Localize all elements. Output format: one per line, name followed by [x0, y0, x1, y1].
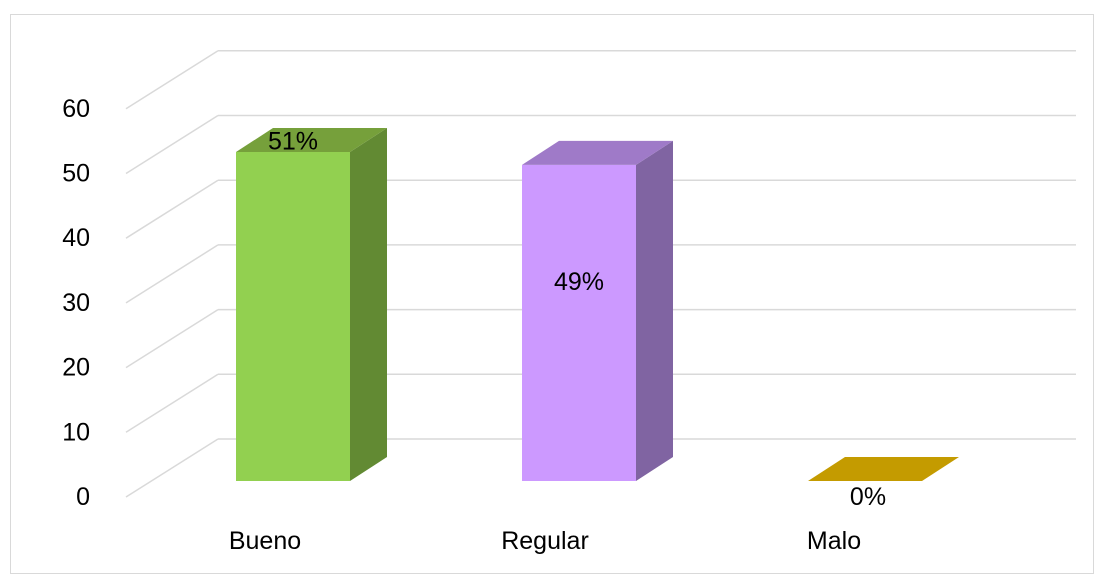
bar-side — [636, 140, 673, 481]
bar-top — [808, 457, 959, 481]
data-label: 49% — [554, 268, 604, 296]
y-tick-label: 20 — [62, 354, 90, 382]
bar-malo — [808, 457, 959, 481]
bar-front — [236, 152, 350, 481]
data-label: 0% — [850, 483, 886, 511]
y-tick-label: 50 — [62, 160, 90, 188]
bar-bueno — [236, 128, 387, 481]
bar-side — [350, 128, 387, 481]
data-labels: 51% 49% 0% — [268, 127, 886, 511]
bar-front — [522, 164, 636, 481]
bar-top — [236, 128, 387, 152]
bar-top — [522, 140, 673, 165]
gridline-side — [125, 50, 219, 110]
y-axis-ticks: 0 10 20 30 40 50 60 — [62, 95, 90, 511]
y-tick-label: 30 — [62, 289, 90, 317]
data-label: 51% — [268, 127, 318, 155]
bar-regular — [522, 140, 673, 481]
gridline-side — [125, 244, 219, 304]
y-tick-label: 40 — [62, 224, 90, 252]
category-labels: Bueno Regular Malo — [229, 527, 861, 555]
bars — [236, 128, 959, 481]
category-label: Regular — [501, 527, 589, 555]
y-tick-label: 0 — [76, 483, 90, 511]
gridline-side — [125, 373, 219, 433]
gridline-side — [125, 114, 219, 175]
y-tick-label: 60 — [62, 95, 90, 123]
category-label: Bueno — [229, 527, 301, 555]
gridline-side — [125, 438, 219, 498]
y-tick-label: 10 — [62, 418, 90, 446]
gridline-side — [125, 179, 219, 239]
gridline-side — [125, 308, 219, 369]
category-label: Malo — [807, 527, 861, 555]
